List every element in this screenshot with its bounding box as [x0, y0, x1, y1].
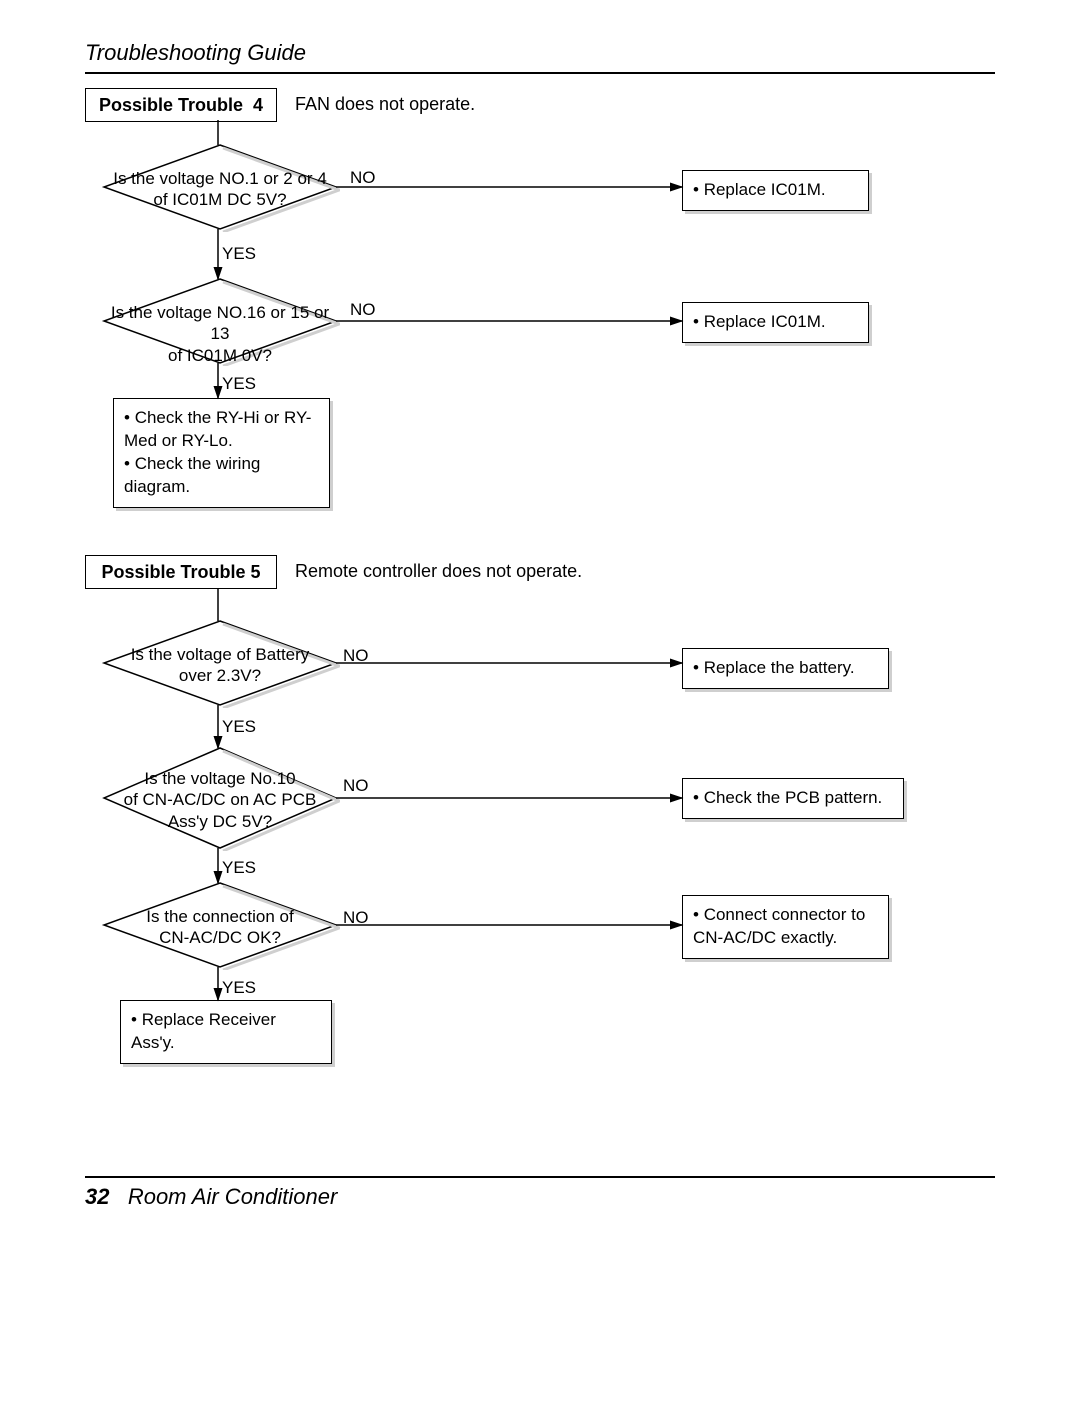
yes-label: YES [222, 374, 256, 394]
yes-label: YES [222, 978, 256, 998]
action-5-final: Replace Receiver Ass'y. [120, 1000, 332, 1064]
decision-4-1-text: Is the voltage NO.1 or 2 or 4of IC01M DC… [110, 168, 330, 211]
action-4-final: Check the RY-Hi or RY-Med or RY-Lo. Chec… [113, 398, 330, 508]
action-4-2-no: Replace IC01M. [682, 302, 869, 343]
page: Troubleshooting Guide Possible Trouble 4… [0, 0, 1080, 1405]
decision-5-3-text: Is the connection ofCN-AC/DC OK? [110, 906, 330, 949]
trouble-4-desc: FAN does not operate. [295, 94, 475, 115]
no-label: NO [350, 168, 376, 188]
page-header: Troubleshooting Guide [85, 40, 995, 74]
action-line: Check the wiring diagram. [124, 453, 319, 499]
action-5-2-no: Check the PCB pattern. [682, 778, 904, 819]
yes-label: YES [222, 244, 256, 264]
trouble-4-label: Possible Trouble 4 [85, 88, 277, 122]
decision-5-1-text: Is the voltage of Batteryover 2.3V? [110, 644, 330, 687]
no-label: NO [350, 300, 376, 320]
action-4-1-no: Replace IC01M. [682, 170, 869, 211]
action-5-3-no: Connect connector to CN-AC/DC exactly. [682, 895, 889, 959]
no-label: NO [343, 646, 369, 666]
action-line: Check the RY-Hi or RY-Med or RY-Lo. [124, 407, 319, 453]
no-label: NO [343, 908, 369, 928]
page-number: 32 [85, 1184, 109, 1209]
footer-title: Room Air Conditioner [128, 1184, 338, 1209]
decision-5-2-text: Is the voltage No.10of CN-AC/DC on AC PC… [110, 768, 330, 832]
no-label: NO [343, 776, 369, 796]
yes-label: YES [222, 858, 256, 878]
action-5-1-no: Replace the battery. [682, 648, 889, 689]
trouble-5-desc: Remote controller does not operate. [295, 561, 582, 582]
yes-label: YES [222, 717, 256, 737]
trouble-5-label: Possible Trouble 5 [85, 555, 277, 589]
decision-4-2-text: Is the voltage NO.16 or 15 or 13of IC01M… [110, 302, 330, 366]
page-footer: 32 Room Air Conditioner [85, 1176, 995, 1210]
